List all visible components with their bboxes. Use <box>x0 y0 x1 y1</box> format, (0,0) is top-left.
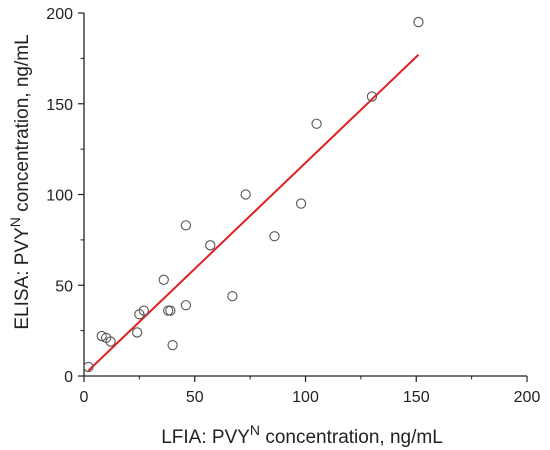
axes <box>83 13 527 377</box>
data-points <box>83 16 424 373</box>
y-tick-label: 150 <box>46 97 73 114</box>
x-axis-label-prefix: LFIA: PVY <box>161 427 250 448</box>
x-axis-label-suffix: concentration, ng/mL <box>260 427 443 448</box>
regression-line <box>87 54 420 372</box>
x-tick-label: 150 <box>403 389 430 406</box>
data-point <box>205 240 216 251</box>
x-axis-label-superscript: N <box>250 422 260 438</box>
data-point <box>295 198 307 209</box>
data-point <box>413 16 424 28</box>
y-tick-label: 200 <box>46 6 73 23</box>
x-tick-label: 100 <box>292 389 319 406</box>
data-point <box>83 361 94 373</box>
data-point <box>269 231 280 242</box>
y-axis-label-prefix: ELISA: PVY <box>12 227 33 330</box>
data-point <box>240 189 251 200</box>
data-point <box>158 274 169 285</box>
y-axis-label-superscript: N <box>7 217 23 227</box>
fit-line-group <box>87 54 420 372</box>
data-point <box>138 305 149 316</box>
data-point <box>96 330 107 342</box>
ticks: 0 50 100 150 200 0 50 100 150 200 <box>46 6 540 406</box>
data-point <box>366 91 378 102</box>
data-point <box>227 290 238 302</box>
y-tick-label: 100 <box>46 188 73 205</box>
x-tick-label: 200 <box>514 389 541 406</box>
y-axis-label: ELISA: PVYN concentration, ng/mL <box>7 34 33 329</box>
data-point <box>167 339 178 351</box>
data-point <box>132 327 143 338</box>
data-point <box>180 220 192 231</box>
x-axis-label: LFIA: PVYN concentration, ng/mL <box>161 422 443 448</box>
y-tick-label: 50 <box>55 278 73 295</box>
y-axis-label-suffix: concentration, ng/mL <box>12 34 33 217</box>
x-tick-label: 0 <box>80 389 89 406</box>
y-tick-label: 0 <box>64 369 73 386</box>
x-tick-label: 50 <box>186 389 204 406</box>
data-point <box>180 300 192 311</box>
data-point <box>311 118 322 129</box>
data-point <box>105 336 116 347</box>
data-point <box>163 305 174 316</box>
data-point <box>165 305 176 316</box>
